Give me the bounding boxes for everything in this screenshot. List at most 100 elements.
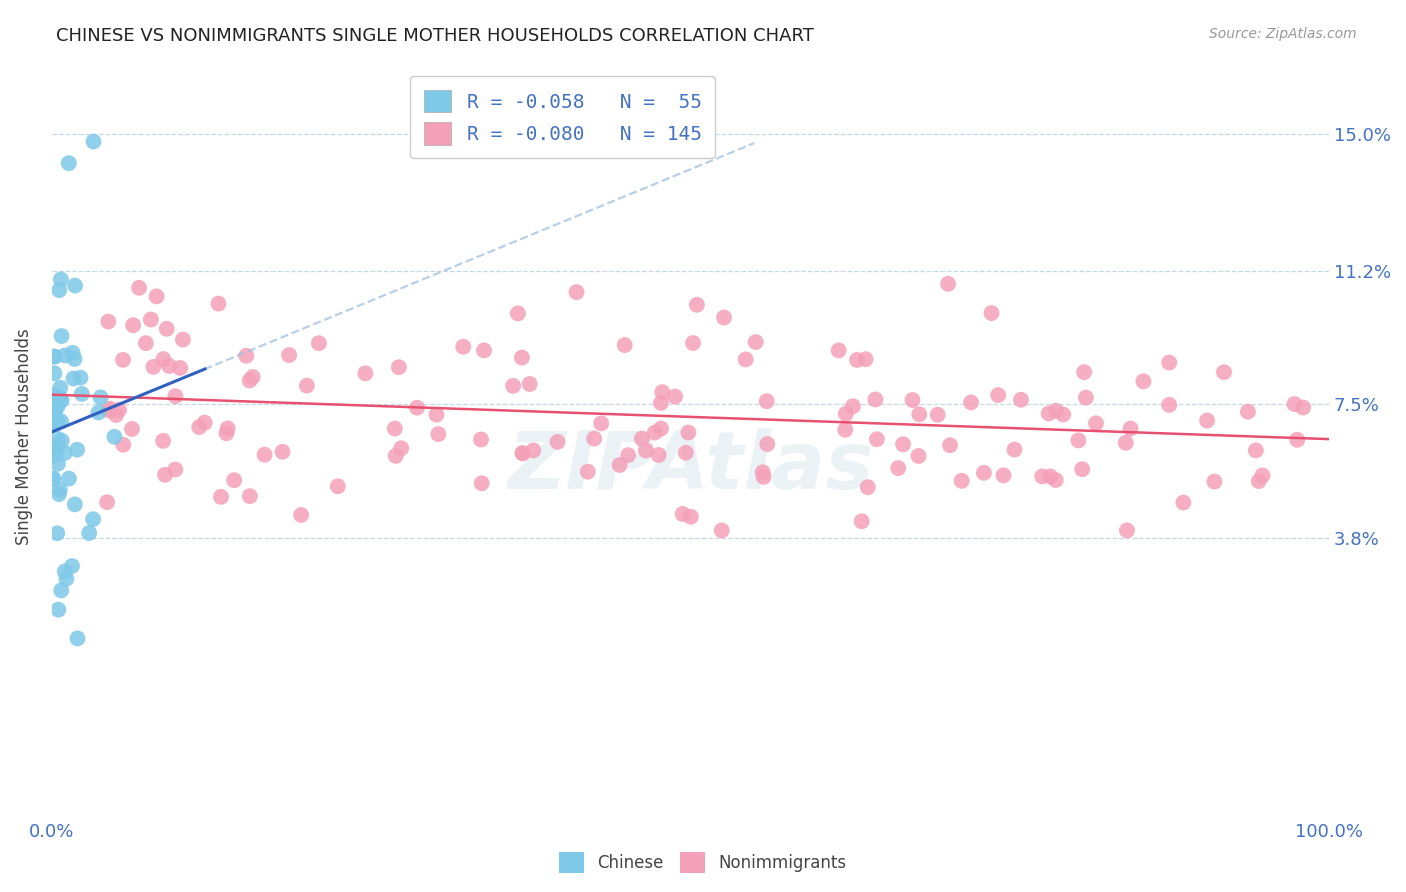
Point [51,329,73,343]
Point [224,473,246,487]
Point [142,359,165,374]
Point [49,272,72,286]
Point [755,394,778,409]
Point [46,431,69,445]
Point [583,432,606,446]
Point [675,446,697,460]
Point [235,349,257,363]
Point [846,353,869,368]
Legend: Chinese, Nonimmigrants: Chinese, Nonimmigrants [553,846,853,880]
Point [46,437,69,451]
Point [1244,443,1267,458]
Point [980,306,1002,320]
Point [502,379,524,393]
Point [98,401,121,416]
Point [42,471,65,485]
Point [939,438,962,452]
Point [105,408,128,422]
Point [744,334,766,349]
Point [83,135,105,149]
Point [157,359,180,373]
Point [827,343,849,358]
Point [112,352,135,367]
Point [617,448,640,462]
Point [512,446,534,460]
Point [973,466,995,480]
Point [651,385,673,400]
Point [470,433,492,447]
Point [384,421,406,435]
Point [44,350,66,364]
Point [60,559,83,574]
Point [63,497,86,511]
Point [51,583,73,598]
Point [751,465,773,479]
Point [1071,462,1094,476]
Point [48,283,70,297]
Point [152,434,174,448]
Point [1213,365,1236,379]
Point [384,449,406,463]
Point [194,416,217,430]
Point [215,426,238,441]
Point [993,468,1015,483]
Point [686,298,709,312]
Point [42,472,65,486]
Point [1038,407,1060,421]
Point [851,514,873,528]
Point [63,278,86,293]
Point [713,310,735,325]
Point [1085,417,1108,431]
Point [97,315,120,329]
Point [112,438,135,452]
Point [156,322,179,336]
Y-axis label: Single Mother Households: Single Mother Households [15,328,32,545]
Point [153,467,176,482]
Point [576,465,599,479]
Point [42,409,65,424]
Point [66,632,89,646]
Point [1247,474,1270,488]
Point [49,414,72,428]
Point [169,361,191,376]
Point [77,526,100,541]
Point [389,442,412,456]
Point [165,462,187,476]
Point [44,388,66,402]
Point [253,448,276,462]
Point [1073,365,1095,379]
Point [139,312,162,326]
Point [866,432,889,446]
Point [631,432,654,446]
Point [51,393,73,408]
Point [609,458,631,472]
Point [145,289,167,303]
Point [53,446,76,460]
Point [644,425,666,440]
Point [834,423,856,437]
Point [634,443,657,458]
Point [682,336,704,351]
Point [326,479,349,493]
Point [87,405,110,419]
Point [865,392,887,407]
Point [835,407,858,421]
Point [1004,442,1026,457]
Point [907,449,929,463]
Point [1159,355,1181,369]
Point [1074,391,1097,405]
Point [188,420,211,434]
Point [295,378,318,392]
Point [42,416,65,430]
Point [96,495,118,509]
Point [108,402,131,417]
Point [290,508,312,522]
Point [1052,408,1074,422]
Point [650,396,672,410]
Point [51,434,73,448]
Point [565,285,588,299]
Point [960,395,983,409]
Point [49,483,72,497]
Point [855,352,877,367]
Point [70,387,93,401]
